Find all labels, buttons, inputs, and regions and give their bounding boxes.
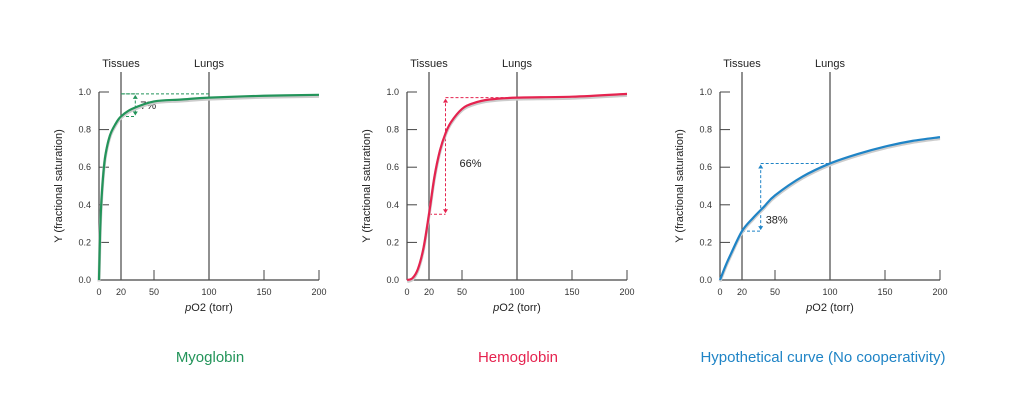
x-tick-label: 200 bbox=[932, 287, 947, 297]
arrow-down-icon bbox=[758, 226, 764, 231]
reference-label: Lungs bbox=[815, 58, 845, 70]
arrow-up-icon bbox=[443, 98, 448, 103]
y-tick-label: 0.0 bbox=[699, 275, 712, 285]
x-tick-label: 150 bbox=[256, 287, 271, 297]
x-tick-label: 0 bbox=[717, 287, 722, 297]
chart-panel-0: 0.0 0.2 0.4 0.6 0.8 1.0 0 20 50 100 150 200 Tissues L… bbox=[53, 58, 327, 366]
chart-title: Hemoglobin bbox=[478, 349, 558, 366]
y-tick-label: 1.0 bbox=[699, 87, 712, 97]
x-tick-label: 20 bbox=[116, 287, 126, 297]
y-axis-label: Y (fractional saturation) bbox=[361, 129, 373, 243]
x-axis-label: pO2 (torr) bbox=[492, 302, 541, 314]
chart-title: Myoglobin bbox=[176, 349, 244, 366]
arrow-down-icon bbox=[443, 209, 448, 214]
y-tick-label: 0.6 bbox=[78, 162, 91, 172]
y-tick-label: 0.4 bbox=[699, 200, 712, 210]
reference-label: Lungs bbox=[502, 58, 532, 70]
y-tick-label: 0.2 bbox=[699, 237, 712, 247]
chart-panel-2: 0.0 0.2 0.4 0.6 0.8 1.0 0 20 50 100 150 200 Tissues L… bbox=[674, 58, 948, 366]
x-axis-label-italic: p bbox=[492, 302, 499, 314]
saturation-curve bbox=[718, 136, 941, 281]
x-tick-label: 100 bbox=[822, 287, 837, 297]
arrow-up-icon bbox=[758, 164, 764, 169]
x-tick-label: 150 bbox=[877, 287, 892, 297]
x-tick-label: 100 bbox=[201, 287, 216, 297]
y-tick-label: 0.6 bbox=[699, 162, 712, 172]
y-axis-label: Y (fractional saturation) bbox=[53, 129, 65, 243]
x-tick-label: 0 bbox=[96, 287, 101, 297]
y-tick-label: 1.0 bbox=[386, 87, 399, 97]
x-tick-label: 200 bbox=[619, 287, 634, 297]
y-tick-label: 0.4 bbox=[78, 200, 91, 210]
saturation-curve bbox=[97, 93, 320, 281]
y-tick-label: 1.0 bbox=[78, 87, 91, 97]
y-tick-label: 0.8 bbox=[78, 125, 91, 135]
x-axis-label-rest: O2 (torr) bbox=[812, 302, 854, 314]
chart-title: Hypothetical curve (No cooperativity) bbox=[700, 349, 945, 366]
chart-panel-1: 0.0 0.2 0.4 0.6 0.8 1.0 0 20 50 100 150 200 Tissues L… bbox=[361, 58, 635, 366]
y-tick-label: 0.0 bbox=[78, 275, 91, 285]
y-tick-label: 0.8 bbox=[386, 125, 399, 135]
reference-label: Tissues bbox=[410, 58, 448, 70]
x-tick-label: 200 bbox=[311, 287, 326, 297]
x-axis-label-italic: p bbox=[184, 302, 191, 314]
annotation-label: 66% bbox=[460, 158, 482, 170]
reference-label: Tissues bbox=[723, 58, 761, 70]
x-tick-label: 50 bbox=[149, 287, 159, 297]
x-tick-label: 50 bbox=[457, 287, 467, 297]
y-tick-label: 0.4 bbox=[386, 200, 399, 210]
x-axis-label-italic: p bbox=[805, 302, 812, 314]
y-tick-label: 0.2 bbox=[386, 237, 399, 247]
x-tick-label: 150 bbox=[564, 287, 579, 297]
x-axis-label-rest: O2 (torr) bbox=[191, 302, 233, 314]
x-tick-label: 100 bbox=[509, 287, 524, 297]
x-tick-label: 20 bbox=[737, 287, 747, 297]
saturation-curve bbox=[406, 92, 628, 282]
arrow-down-icon bbox=[132, 111, 138, 116]
y-tick-label: 0.2 bbox=[78, 237, 91, 247]
y-axis-label: Y (fractional saturation) bbox=[674, 129, 686, 243]
y-tick-label: 0.8 bbox=[699, 125, 712, 135]
reference-label: Lungs bbox=[194, 58, 224, 70]
x-axis-label-rest: O2 (torr) bbox=[499, 302, 541, 314]
y-tick-label: 0.0 bbox=[386, 275, 399, 285]
arrow-up-icon bbox=[132, 94, 138, 99]
annotation-label: 38% bbox=[766, 215, 788, 227]
x-axis-label: pO2 (torr) bbox=[184, 302, 233, 314]
y-tick-label: 0.6 bbox=[386, 162, 399, 172]
x-axis-label: pO2 (torr) bbox=[805, 302, 854, 314]
x-tick-label: 0 bbox=[404, 287, 409, 297]
x-tick-label: 50 bbox=[770, 287, 780, 297]
x-tick-label: 20 bbox=[424, 287, 434, 297]
reference-label: Tissues bbox=[102, 58, 140, 70]
